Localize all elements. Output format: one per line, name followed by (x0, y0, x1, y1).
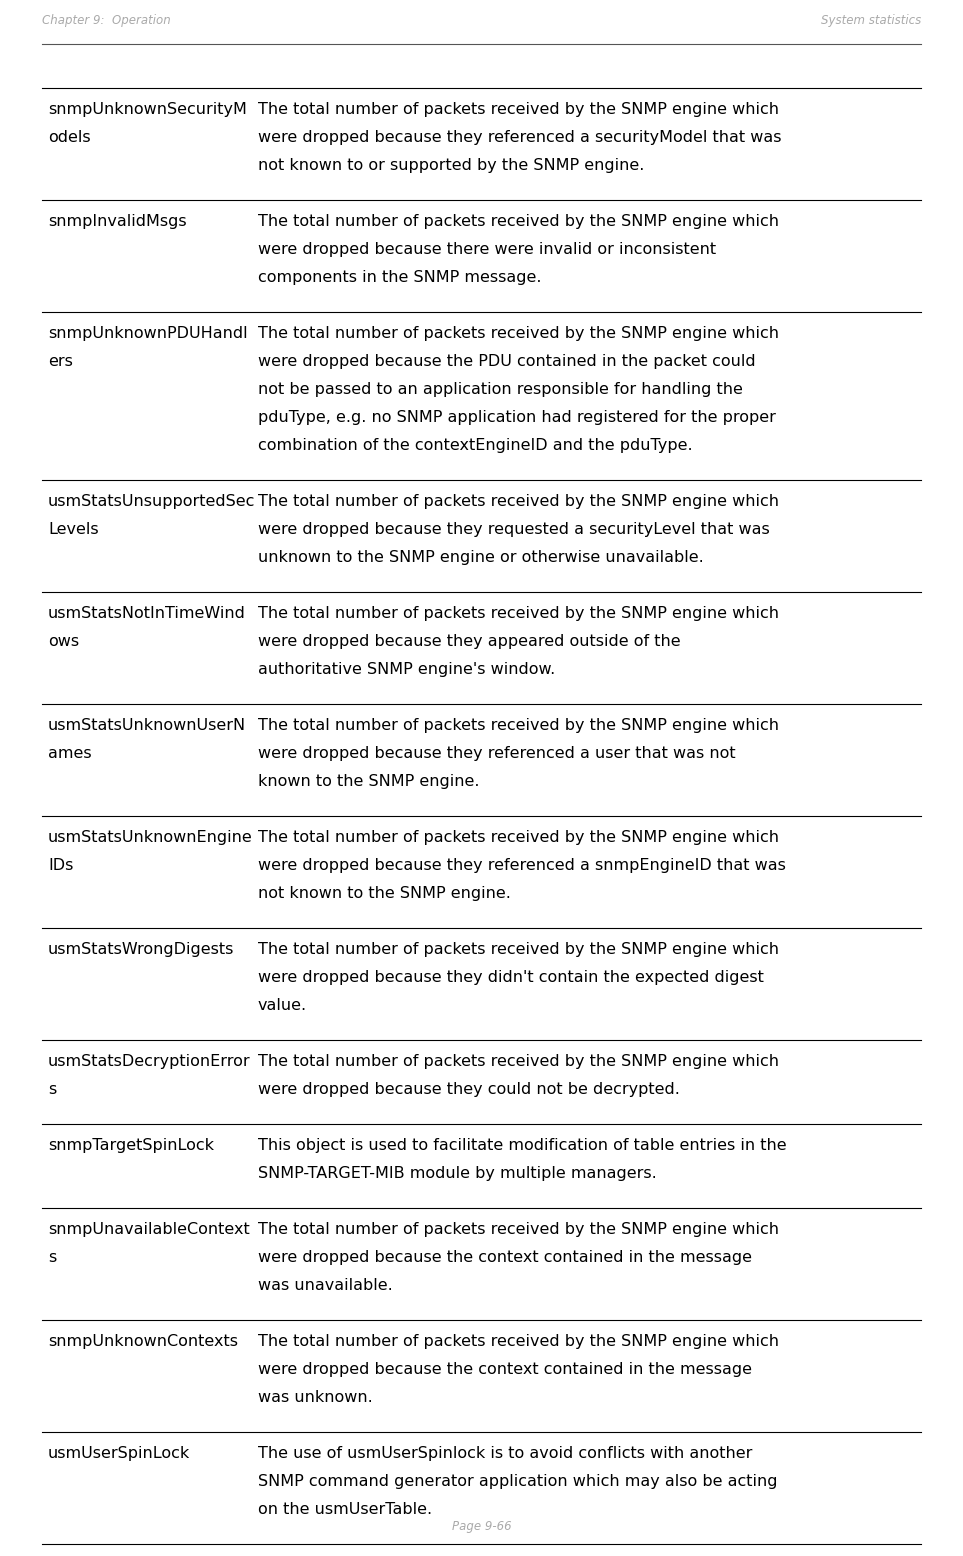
Text: snmpUnavailableContext: snmpUnavailableContext (48, 1221, 249, 1237)
Text: The total number of packets received by the SNMP engine which: The total number of packets received by … (258, 493, 779, 509)
Text: ows: ows (48, 633, 79, 649)
Text: usmStatsWrongDigests: usmStatsWrongDigests (48, 941, 234, 957)
Text: The total number of packets received by the SNMP engine which: The total number of packets received by … (258, 103, 779, 117)
Text: The total number of packets received by the SNMP engine which: The total number of packets received by … (258, 717, 779, 733)
Text: snmpUnknownContexts: snmpUnknownContexts (48, 1333, 238, 1349)
Text: usmStatsNotInTimeWind: usmStatsNotInTimeWind (48, 605, 246, 621)
Text: were dropped because they referenced a securityModel that was: were dropped because they referenced a s… (258, 131, 782, 145)
Text: Page 9-66: Page 9-66 (452, 1520, 511, 1533)
Text: unknown to the SNMP engine or otherwise unavailable.: unknown to the SNMP engine or otherwise … (258, 549, 704, 565)
Text: SNMP command generator application which may also be acting: SNMP command generator application which… (258, 1474, 777, 1489)
Text: not known to the SNMP engine.: not known to the SNMP engine. (258, 885, 511, 901)
Text: were dropped because the context contained in the message: were dropped because the context contain… (258, 1362, 752, 1377)
Text: Chapter 9:  Operation: Chapter 9: Operation (42, 14, 170, 26)
Text: combination of the contextEngineID and the pduType.: combination of the contextEngineID and t… (258, 437, 692, 453)
Text: components in the SNMP message.: components in the SNMP message. (258, 271, 541, 285)
Text: ers: ers (48, 355, 73, 369)
Text: were dropped because the context contained in the message: were dropped because the context contain… (258, 1249, 752, 1265)
Text: was unknown.: was unknown. (258, 1390, 373, 1405)
Text: SNMP-TARGET-MIB module by multiple managers.: SNMP-TARGET-MIB module by multiple manag… (258, 1165, 657, 1181)
Text: not known to or supported by the SNMP engine.: not known to or supported by the SNMP en… (258, 159, 644, 173)
Text: usmStatsUnknownEngine: usmStatsUnknownEngine (48, 829, 252, 845)
Text: snmpTargetSpinLock: snmpTargetSpinLock (48, 1137, 214, 1153)
Text: The total number of packets received by the SNMP engine which: The total number of packets received by … (258, 829, 779, 845)
Text: known to the SNMP engine.: known to the SNMP engine. (258, 773, 480, 789)
Text: The use of usmUserSpinlock is to avoid conflicts with another: The use of usmUserSpinlock is to avoid c… (258, 1446, 752, 1461)
Text: The total number of packets received by the SNMP engine which: The total number of packets received by … (258, 941, 779, 957)
Text: System statistics: System statistics (820, 14, 921, 26)
Text: were dropped because they referenced a user that was not: were dropped because they referenced a u… (258, 745, 736, 761)
Text: The total number of packets received by the SNMP engine which: The total number of packets received by … (258, 1333, 779, 1349)
Text: snmpUnknownSecurityM: snmpUnknownSecurityM (48, 103, 247, 117)
Text: snmpUnknownPDUHandl: snmpUnknownPDUHandl (48, 327, 247, 341)
Text: value.: value. (258, 997, 307, 1013)
Text: snmpInvalidMsgs: snmpInvalidMsgs (48, 215, 187, 229)
Text: pduType, e.g. no SNMP application had registered for the proper: pduType, e.g. no SNMP application had re… (258, 409, 776, 425)
Text: were dropped because the PDU contained in the packet could: were dropped because the PDU contained i… (258, 355, 756, 369)
Text: Levels: Levels (48, 521, 98, 537)
Text: usmUserSpinLock: usmUserSpinLock (48, 1446, 191, 1461)
Text: usmStatsDecryptionError: usmStatsDecryptionError (48, 1053, 250, 1069)
Text: was unavailable.: was unavailable. (258, 1277, 393, 1293)
Text: were dropped because they could not be decrypted.: were dropped because they could not be d… (258, 1081, 680, 1097)
Text: on the usmUserTable.: on the usmUserTable. (258, 1502, 432, 1517)
Text: The total number of packets received by the SNMP engine which: The total number of packets received by … (258, 327, 779, 341)
Text: IDs: IDs (48, 857, 73, 873)
Text: were dropped because there were invalid or inconsistent: were dropped because there were invalid … (258, 243, 716, 257)
Text: usmStatsUnknownUserN: usmStatsUnknownUserN (48, 717, 247, 733)
Text: The total number of packets received by the SNMP engine which: The total number of packets received by … (258, 215, 779, 229)
Text: odels: odels (48, 131, 91, 145)
Text: were dropped because they didn't contain the expected digest: were dropped because they didn't contain… (258, 969, 764, 985)
Text: not be passed to an application responsible for handling the: not be passed to an application responsi… (258, 383, 742, 397)
Text: were dropped because they requested a securityLevel that was: were dropped because they requested a se… (258, 521, 769, 537)
Text: This object is used to facilitate modification of table entries in the: This object is used to facilitate modifi… (258, 1137, 787, 1153)
Text: The total number of packets received by the SNMP engine which: The total number of packets received by … (258, 1221, 779, 1237)
Text: s: s (48, 1081, 56, 1097)
Text: The total number of packets received by the SNMP engine which: The total number of packets received by … (258, 1053, 779, 1069)
Text: were dropped because they appeared outside of the: were dropped because they appeared outsi… (258, 633, 681, 649)
Text: authoritative SNMP engine's window.: authoritative SNMP engine's window. (258, 661, 556, 677)
Text: The total number of packets received by the SNMP engine which: The total number of packets received by … (258, 605, 779, 621)
Text: were dropped because they referenced a snmpEngineID that was: were dropped because they referenced a s… (258, 857, 786, 873)
Text: s: s (48, 1249, 56, 1265)
Text: ames: ames (48, 745, 91, 761)
Text: usmStatsUnsupportedSec: usmStatsUnsupportedSec (48, 493, 255, 509)
